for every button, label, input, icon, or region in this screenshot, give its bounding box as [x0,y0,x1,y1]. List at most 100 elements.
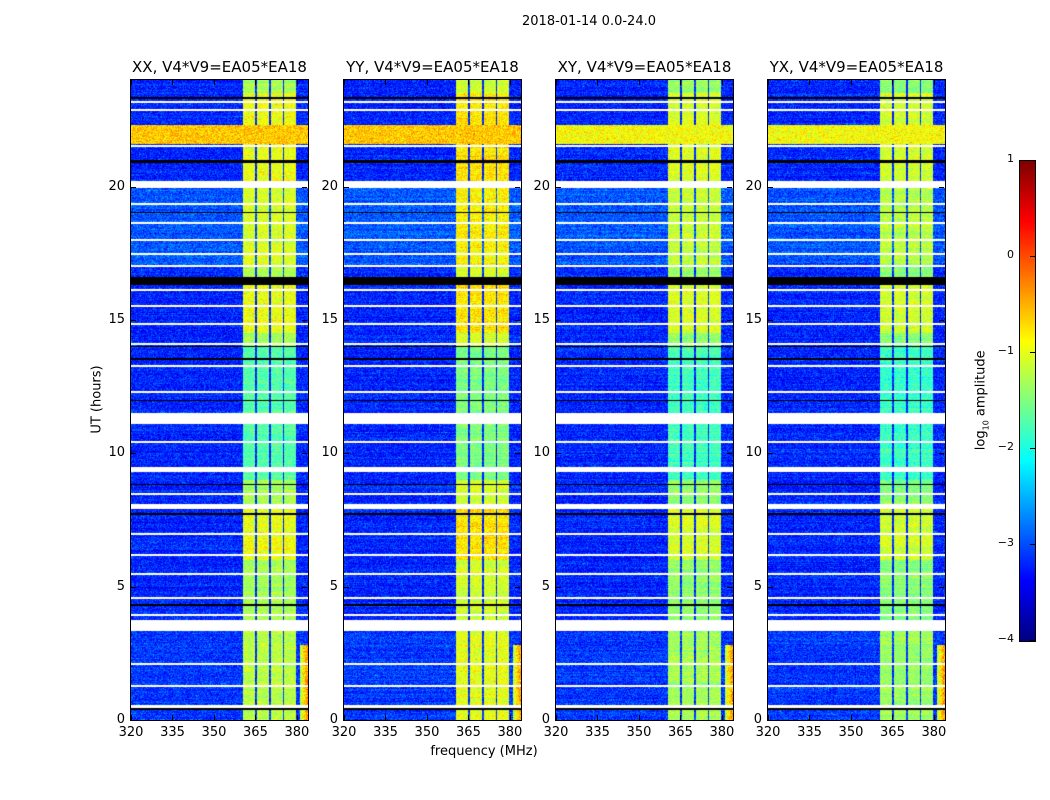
panel-yy: YY, V4*V9=EA05*EA18 320 335 350 365 380 0 5 10 15… [321,58,522,740]
y-tick [556,453,561,455]
y-tick-label: 15 [321,312,338,327]
y-tick-right [939,320,944,321]
x-tick [344,715,345,720]
x-tick-top [850,80,852,85]
x-tick [385,715,387,720]
x-tick [509,715,511,720]
y-tick-label: 0 [329,712,338,727]
heatmap-xy [556,80,733,720]
y-tick-right [727,186,732,188]
y-tick-right [727,586,732,588]
x-tick-label: 380 [284,725,310,740]
x-tick-label: 380 [921,725,947,740]
x-tick [638,715,640,720]
y-tick [556,720,561,721]
y-axis-label: UT (hours) [89,365,105,434]
y-tick [556,586,561,588]
y-tick-right [515,453,520,455]
x-tick-top [680,80,682,85]
y-tick-label: 5 [541,578,550,594]
x-axis-label: frequency (MHz) [430,744,538,759]
y-tick-label: 15 [108,312,125,327]
y-tick [344,453,349,455]
x-tick-top [131,80,132,85]
colorbar-tick [1030,160,1035,161]
y-tick-right [515,320,520,321]
panel-yx: YX, V4*V9=EA05*EA18 320 335 350 365 380 0 5 10 15… [745,58,946,740]
y-tick-label: 20 [533,178,550,194]
heatmap-yy [344,80,521,720]
y-tick-right [939,186,944,188]
x-tick [809,715,811,720]
colorbar [1019,160,1036,642]
x-tick [172,715,174,720]
y-tick-right [515,720,520,721]
y-tick-right [727,453,732,455]
y-tick-right [939,586,944,588]
x-tick-top [809,80,811,85]
x-tick-label: 365 [668,725,693,740]
panel-title: XY, V4*V9=EA05*EA18 [557,58,732,76]
x-tick-label: 335 [797,725,822,740]
x-tick-top [296,80,298,85]
colorbar-tick [1030,640,1035,641]
x-tick-label: 335 [585,725,610,740]
panel-xx: XX, V4*V9=EA05*EA18 320 335 350 365 380 0 5 10 15… [108,58,309,740]
colorbar-tick-label: −4 [997,632,1014,645]
x-tick-label: 365 [456,725,481,740]
colorbar-tick [1030,544,1035,545]
x-tick [721,715,723,720]
y-tick [556,320,561,321]
y-tick [768,720,773,721]
x-tick-top [385,80,387,85]
x-tick [468,715,470,720]
x-tick-top [638,80,640,85]
x-tick-top [255,80,257,85]
x-tick-label: 350 [626,725,652,740]
x-tick [850,715,852,720]
y-tick-right [302,320,307,321]
y-tick [131,586,136,588]
panel-title: YX, V4*V9=EA05*EA18 [769,58,944,76]
y-tick [344,186,349,188]
heatmap-yx [768,80,945,720]
y-tick-right [939,453,944,455]
x-tick-top [344,80,345,85]
x-tick-label: 335 [373,725,398,740]
x-tick-top [213,80,215,85]
y-tick-label: 10 [321,445,338,461]
x-tick [255,715,257,720]
y-tick-label: 5 [753,578,762,594]
y-tick-right [727,320,732,321]
x-tick-label: 380 [497,725,523,740]
y-tick-right [302,586,307,588]
colorbar-tick-label: 0 [1007,248,1014,261]
x-tick [296,715,298,720]
y-tick [131,720,136,721]
colorbar-tick-label: −1 [997,344,1014,357]
x-tick-label: 350 [414,725,440,740]
y-tick [131,453,136,455]
x-tick-label: 350 [201,725,227,740]
x-tick [680,715,682,720]
y-tick [556,186,561,188]
y-tick-right [302,453,307,455]
y-tick-right [302,720,307,721]
y-tick-right [515,586,520,588]
y-tick-label: 10 [108,445,125,461]
y-tick [131,320,136,321]
y-tick-label: 5 [116,578,125,594]
x-tick-top [933,80,935,85]
heatmap-xx [131,80,308,720]
y-tick-label: 15 [533,312,550,327]
figure-title: 2018-01-14 0.0-24.0 [522,14,656,29]
x-tick-label: 365 [243,725,268,740]
y-tick-label: 0 [541,712,550,727]
y-tick [344,586,349,588]
x-tick-top [509,80,511,85]
y-tick [344,320,349,321]
y-tick [768,320,773,321]
y-tick-right [302,186,307,188]
colorbar-tick-label: 1 [1007,152,1014,165]
